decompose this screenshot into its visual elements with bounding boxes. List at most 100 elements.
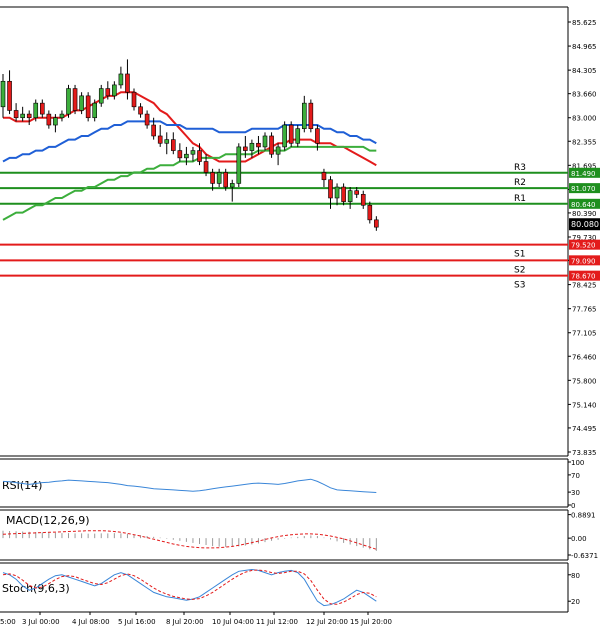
candle-down	[177, 150, 183, 159]
candle-down	[243, 146, 248, 151]
candle-down	[85, 95, 91, 119]
candle-down	[367, 204, 373, 221]
level-value-s1: 79.520	[571, 242, 596, 250]
level-name-r2: R2	[514, 178, 526, 188]
stoch-tick-label: 80	[571, 572, 580, 580]
candle-down	[131, 91, 137, 108]
candle-up	[59, 113, 65, 119]
candle-down	[197, 150, 202, 162]
rsi-tick-label: 100	[571, 459, 584, 467]
stoch-lines-group	[2, 568, 377, 607]
candle-down	[288, 124, 294, 144]
candle-down	[328, 179, 333, 199]
price-panel: 85.625 84.965 84.305 83.660 83.000 82.355 81.6…	[0, 6, 600, 457]
candle-up	[33, 102, 39, 119]
level-value-box-r2	[569, 183, 600, 194]
price-tick-label: 81.695	[572, 162, 597, 170]
rsi-tick-label: 30	[571, 489, 580, 497]
candle-down	[203, 161, 209, 173]
level-name-s1: S1	[514, 250, 525, 260]
candle-up	[249, 142, 255, 151]
candle-down	[72, 88, 78, 111]
candle-down	[7, 80, 12, 111]
time-axis-edge-label: 5:00	[0, 618, 16, 626]
candles	[0, 59, 379, 231]
price-tick-label: 75.800	[572, 377, 597, 385]
current-price-box	[569, 218, 600, 231]
rsi-tick-label: 70	[571, 472, 580, 480]
macd-tick-label: 0.00	[571, 535, 587, 543]
moving-average-ma-mid	[2, 120, 377, 163]
level-value-box-r3	[569, 167, 600, 178]
candle-down	[374, 219, 379, 228]
price-tick-label: 77.105	[572, 330, 597, 338]
rsi-title: RSI(14)	[2, 479, 42, 492]
price-tick-label: 75.140	[572, 401, 597, 409]
macd-signal-line	[2, 530, 377, 550]
level-value-s2: 79.090	[571, 257, 596, 265]
level-value-r2: 81.070	[571, 185, 596, 193]
time-tick-label: 8 Jul 20:00	[166, 618, 204, 626]
macd-title: MACD(12,26,9)	[6, 514, 90, 527]
candle-down	[46, 113, 52, 126]
price-tick-label: 79.730	[572, 234, 597, 242]
candle-down	[138, 106, 143, 115]
level-value-s3: 78.670	[571, 273, 596, 281]
level-name-r3: R3	[514, 163, 526, 173]
price-tick-label: 74.495	[572, 425, 597, 433]
candle-up	[112, 84, 117, 97]
level-value-box-s3	[569, 270, 600, 281]
candle-down	[210, 172, 215, 184]
candle-down	[13, 110, 19, 119]
rsi-line-group	[2, 478, 377, 493]
candle-down	[144, 113, 150, 126]
time-tick-label: 11 Jul 12:00	[256, 618, 298, 626]
candle-down	[125, 73, 130, 93]
moving-averages	[2, 91, 377, 221]
candle-up	[347, 190, 353, 202]
candle-down	[105, 88, 111, 97]
sr-level-labels: R3 81.490 R2 81.070 R1 80.640 S1 79.520 S2 79.090…	[514, 163, 600, 291]
price-tick-label: 82.355	[572, 138, 597, 146]
macd-tick-label: 0.8891	[571, 512, 596, 520]
candle-up	[275, 146, 281, 155]
candle-down	[256, 142, 261, 148]
level-value-r1: 80.640	[571, 201, 596, 209]
level-value-box-s1	[569, 239, 600, 250]
price-tick-label: 84.305	[572, 67, 597, 75]
candle-up	[295, 128, 301, 144]
current-price-label: 80.080	[571, 220, 599, 229]
time-tick-label: 3 Jul 00:00	[22, 618, 60, 626]
macd-panel: MACD(12,26,9) 0.8891 0.00 -0.6371	[0, 509, 598, 561]
stoch-tick-label: 20	[571, 598, 580, 606]
candle-up	[216, 172, 222, 184]
candle-up	[164, 139, 170, 144]
price-tick-label: 76.460	[572, 353, 597, 361]
candle-up	[282, 124, 287, 148]
price-tick-label: 78.425	[572, 282, 597, 290]
time-tick-label: 5 Jul 16:00	[118, 618, 156, 626]
candle-up	[118, 73, 124, 86]
price-tick-label: 83.660	[572, 91, 597, 99]
price-tick-label: 80.390	[572, 210, 597, 218]
candle-down	[26, 113, 32, 119]
candle-down	[360, 194, 366, 206]
candle-up	[301, 102, 307, 129]
rsi-panel: RSI(14) 100 70 30 0	[0, 458, 584, 510]
candle-up	[229, 183, 235, 188]
rsi-axis: 100 70 30 0	[568, 459, 584, 510]
candle-up	[20, 113, 25, 119]
candle-up	[53, 117, 58, 126]
price-tick-label: 77.765	[572, 306, 597, 314]
level-value-box-r1	[569, 198, 600, 209]
macd-histogram	[2, 530, 377, 551]
macd-axis: 0.8891 0.00 -0.6371	[568, 512, 598, 560]
candle-down	[151, 124, 156, 137]
time-tick-label: 15 Jul 20:00	[350, 618, 392, 626]
price-tick-label: 85.625	[572, 19, 597, 27]
candle-down	[269, 135, 274, 155]
price-tick-label: 83.000	[572, 115, 597, 123]
